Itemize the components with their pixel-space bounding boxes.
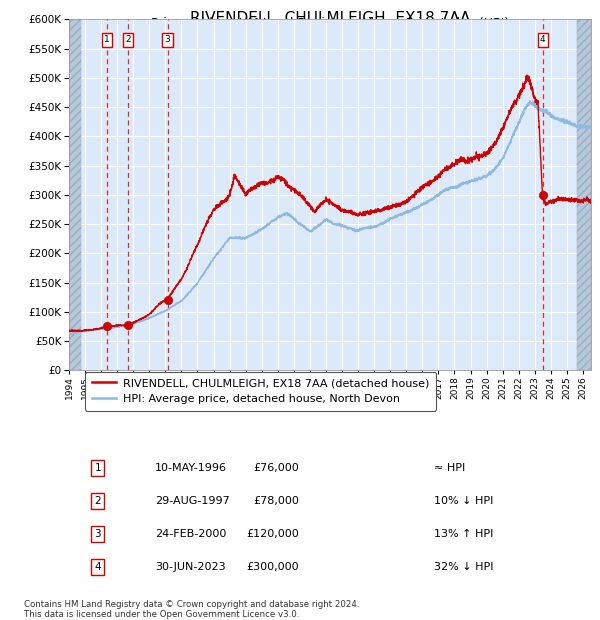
- Text: £300,000: £300,000: [246, 562, 299, 572]
- Text: 13% ↑ HPI: 13% ↑ HPI: [434, 529, 494, 539]
- Text: 4: 4: [94, 562, 101, 572]
- Text: Price paid vs. HM Land Registry's House Price Index (HPI): Price paid vs. HM Land Registry's House …: [151, 17, 509, 30]
- Text: RIVENDELL, CHULMLEIGH, EX18 7AA: RIVENDELL, CHULMLEIGH, EX18 7AA: [190, 11, 470, 26]
- Text: 4: 4: [540, 35, 545, 45]
- Text: Contains HM Land Registry data © Crown copyright and database right 2024.
This d: Contains HM Land Registry data © Crown c…: [24, 600, 359, 619]
- Text: 1: 1: [94, 463, 101, 473]
- Text: 29-AUG-1997: 29-AUG-1997: [155, 496, 230, 506]
- Bar: [69, 19, 81, 371]
- Text: 3: 3: [165, 35, 170, 45]
- Bar: [577, 19, 591, 371]
- Text: 3: 3: [94, 529, 101, 539]
- Text: £78,000: £78,000: [253, 496, 299, 506]
- Text: 1: 1: [104, 35, 110, 45]
- Text: 10% ↓ HPI: 10% ↓ HPI: [434, 496, 494, 506]
- Text: 24-FEB-2000: 24-FEB-2000: [155, 529, 227, 539]
- Text: £76,000: £76,000: [253, 463, 299, 473]
- Text: 2: 2: [94, 496, 101, 506]
- Text: 30-JUN-2023: 30-JUN-2023: [155, 562, 226, 572]
- Text: 32% ↓ HPI: 32% ↓ HPI: [434, 562, 494, 572]
- Text: ≈ HPI: ≈ HPI: [434, 463, 466, 473]
- Text: 2: 2: [125, 35, 131, 45]
- Text: 10-MAY-1996: 10-MAY-1996: [155, 463, 227, 473]
- Text: £120,000: £120,000: [246, 529, 299, 539]
- Legend: RIVENDELL, CHULMLEIGH, EX18 7AA (detached house), HPI: Average price, detached h: RIVENDELL, CHULMLEIGH, EX18 7AA (detache…: [85, 371, 436, 410]
